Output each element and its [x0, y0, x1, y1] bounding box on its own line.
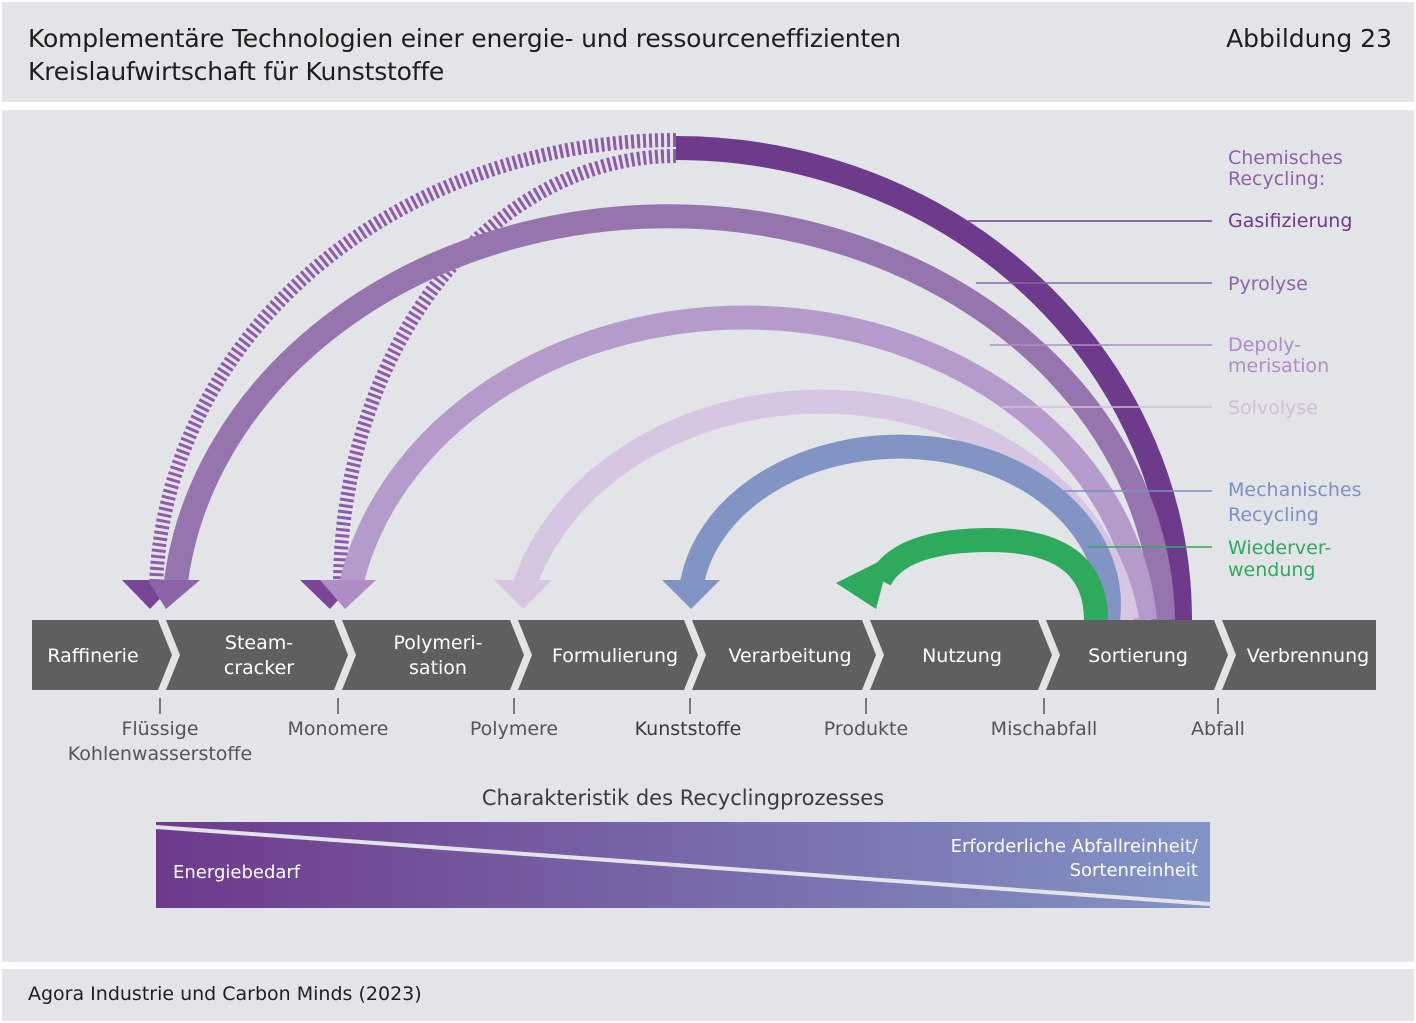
material-mischabfall: Mischabfall [991, 718, 1098, 740]
stage-formulierung [518, 620, 698, 690]
stage-verbrennung [1222, 620, 1376, 690]
stage-label-steamcracker-line1: Steam- [225, 632, 293, 654]
stage-label-polymerisation-line2: sation [409, 657, 467, 679]
legend-solvolyse: Solvolyse [1228, 397, 1318, 419]
stage-sortierung [1046, 620, 1228, 690]
legend-wiederverwendung-line1: Wiederver- [1228, 537, 1331, 559]
legend-wiederverwendung-line2: wendung [1228, 559, 1315, 581]
stage-nutzung [870, 620, 1052, 690]
characteristic-right-label-line2: Sortenreinheit [1070, 860, 1198, 881]
stage-label-polymerisation-line1: Polymeri- [393, 632, 482, 654]
figure-title: Komplementäre Technologien einer energie… [28, 22, 1028, 88]
material-monomere: Monomere [288, 718, 389, 740]
recycling-arcs [122, 133, 1192, 622]
source-note: Agora Industrie und Carbon Minds (2023) [28, 983, 422, 1005]
stage-label-verbrennung: Verbrennung [1247, 645, 1369, 667]
stage-steamcracker [166, 620, 348, 690]
stage-label-nutzung: Nutzung [922, 645, 1002, 667]
arc-gasifizierung-to-polymerisation [332, 149, 677, 591]
characteristic-left-label: Energiebedarf [173, 862, 301, 883]
arrowhead-depolymerisation [320, 580, 376, 609]
arrowhead-pyrolyse [148, 580, 200, 609]
stage-label-sortierung: Sortierung [1088, 645, 1188, 667]
legend-pyrolyse: Pyrolyse [1228, 273, 1308, 295]
footer-panel: Agora Industrie und Carbon Minds (2023) [2, 969, 1414, 1021]
material-produkte: Produkte [824, 718, 908, 740]
arc-depolymerisation [338, 305, 1157, 622]
legend-mechanisches-recycling-line2: Recycling [1228, 504, 1319, 526]
arrowhead-mechanisches-recycling [662, 580, 720, 609]
process-chain: Raffinerie Steam- cracker Polymeri- sati… [32, 620, 1376, 690]
material-fluessige-kohlenwasserstoffe-line1: Flüssige [121, 718, 198, 740]
stage-polymerisation [342, 620, 524, 690]
legend-group-heading-line2: Recycling: [1228, 168, 1325, 190]
arrowhead-wiederverwendung [836, 556, 890, 609]
arc-gasifizierung [675, 136, 1192, 621]
material-polymere: Polymere [470, 718, 558, 740]
material-labels: Flüssige Kohlenwasserstoffe Monomere Pol… [68, 698, 1245, 765]
legend-group-heading-line1: Chemisches [1228, 147, 1343, 169]
stage-label-verarbeitung: Verarbeitung [728, 645, 851, 667]
figure-number: Abbildung 23 [1226, 24, 1392, 53]
arc-gasifizierung-to-steamcracker [149, 133, 677, 591]
arc-pyrolyse [163, 204, 1175, 621]
legend-depolymerisation-line2: merisation [1228, 355, 1329, 377]
header-panel: Komplementäre Technologien einer energie… [2, 2, 1414, 102]
material-fluessige-kohlenwasserstoffe-line2: Kohlenwasserstoffe [68, 743, 252, 765]
material-kunststoffe: Kunststoffe [635, 718, 742, 740]
stage-label-raffinerie: Raffinerie [47, 645, 138, 667]
stage-raffinerie [32, 620, 172, 690]
legend-leaders [968, 220, 1212, 548]
legend-depolymerisation-line1: Depoly- [1228, 334, 1301, 356]
legend-gasifizierung: Gasifizierung [1228, 210, 1352, 232]
legend-mechanisches-recycling-line1: Mechanisches [1228, 479, 1362, 501]
arc-wiederverwendung [869, 527, 1108, 621]
characteristic-right-label-line1: Erforderliche Abfallreinheit/ [951, 836, 1199, 857]
figure-title-line1: Komplementäre Technologien einer energie… [28, 24, 901, 53]
stage-verarbeitung [692, 620, 876, 690]
arrowhead-solvolyse [494, 580, 552, 609]
stage-label-formulierung: Formulierung [552, 645, 678, 667]
arc-mechanisches-recycling [679, 434, 1121, 622]
legend: Chemisches Recycling: Gasifizierung Pyro… [1228, 147, 1362, 581]
stage-label-steamcracker-line2: cracker [224, 657, 294, 679]
characteristic-title: Charakteristik des Recyclingprozesses [482, 786, 884, 810]
characteristic-diagonal-divider [155, 825, 1211, 906]
material-abfall: Abfall [1191, 718, 1245, 740]
characteristic-section: Charakteristik des Recyclingprozesses En… [155, 786, 1211, 908]
figure-title-line2: Kreislaufwirtschaft für Kunststoffe [28, 57, 445, 86]
